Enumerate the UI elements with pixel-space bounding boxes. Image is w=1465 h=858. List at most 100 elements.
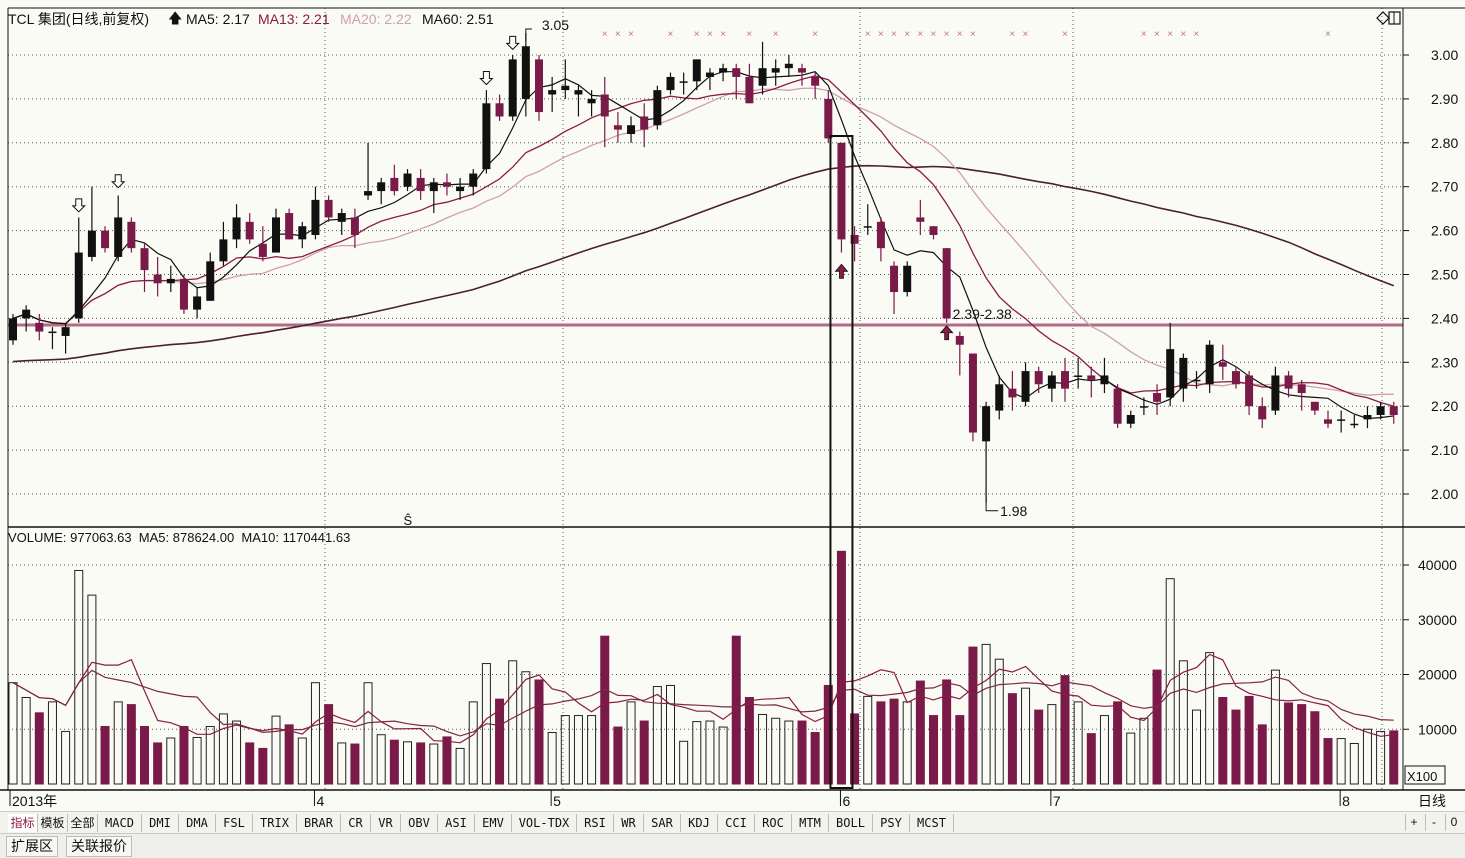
candle — [640, 103, 649, 148]
signal-mark: × — [1009, 29, 1015, 40]
candle — [850, 226, 859, 262]
volume-bar — [639, 720, 649, 785]
zoom-out-button[interactable]: - — [1425, 814, 1442, 831]
price-tick-label: 3.00 — [1431, 47, 1458, 63]
ma20-line — [12, 87, 1394, 396]
tab-related-quotes[interactable]: 关联报价 — [66, 836, 132, 857]
candle — [1100, 357, 1109, 394]
price-tick-label: 2.40 — [1431, 310, 1458, 326]
volume-bar — [140, 726, 149, 785]
candle — [982, 401, 991, 503]
tab-psy[interactable]: PSY — [873, 814, 910, 832]
volume-bar — [1362, 728, 1372, 785]
tab-sar[interactable]: SAR — [644, 814, 681, 832]
volume-bar — [1231, 709, 1241, 785]
date-axis-label: 4 — [316, 793, 324, 809]
tab-brar[interactable]: BRAR — [297, 814, 341, 832]
candle — [1166, 322, 1175, 407]
volume-bar — [205, 726, 215, 785]
volume-bar — [1047, 704, 1057, 785]
tab-dmi[interactable]: DMI — [142, 814, 179, 832]
volume-bar — [968, 646, 978, 785]
tab-fsl[interactable]: FSL — [216, 814, 253, 832]
volume-bar — [350, 743, 360, 785]
candle — [1218, 344, 1227, 380]
low-price-label: 1.98 — [1000, 503, 1027, 519]
volume-bar — [1257, 724, 1267, 785]
tab-kdj[interactable]: KDJ — [681, 814, 718, 832]
candle — [285, 208, 294, 240]
reset-button[interactable]: 0 — [1445, 814, 1462, 831]
tab-emv[interactable]: EMV — [475, 814, 512, 832]
tab-trix[interactable]: TRIX — [253, 814, 297, 832]
signal-mark: × — [773, 29, 779, 40]
candle — [627, 116, 636, 143]
candle — [1231, 366, 1240, 389]
zoom-in-button[interactable]: + — [1405, 814, 1422, 831]
down-arrow-icon — [71, 198, 86, 213]
ma60-legend: MA60: 2.51 — [422, 11, 494, 27]
tab-全部[interactable]: 全部 — [68, 814, 98, 832]
candle — [390, 164, 399, 196]
tab-指标[interactable]: 指标 — [8, 814, 38, 832]
tab-mcst[interactable]: MCST — [910, 814, 954, 832]
volume-bar — [679, 740, 689, 785]
window-toggle-icon[interactable] — [1388, 11, 1401, 25]
candle — [837, 142, 846, 253]
signal-mark: × — [957, 29, 963, 40]
candlestick-chart[interactable]: 3.05 1.98 2.39-2.38 Ŝ × × × × × × × × × × × × × × × × × × × × × ×… — [0, 0, 1465, 811]
volume-bar — [1099, 715, 1109, 785]
candle — [1205, 340, 1214, 394]
candle — [719, 63, 728, 82]
candle — [811, 72, 820, 99]
tab-模板[interactable]: 模板 — [38, 814, 68, 832]
volume-bar — [337, 742, 347, 785]
volume-bar — [61, 730, 71, 785]
candle — [1310, 401, 1319, 415]
candle — [1061, 357, 1069, 402]
volume-bar — [994, 658, 1004, 785]
volume-bar — [495, 698, 505, 785]
volume-bar — [126, 704, 136, 785]
candle — [613, 112, 622, 143]
volume-bar — [1297, 704, 1307, 785]
candle — [995, 375, 1004, 420]
candle — [1074, 357, 1083, 389]
tab-vol-tdx[interactable]: VOL-TDX — [512, 814, 577, 832]
price-tick-label: 2.80 — [1431, 135, 1458, 151]
tab-asi[interactable]: ASI — [438, 814, 475, 832]
candle — [9, 314, 17, 345]
candle — [258, 226, 267, 262]
tab-roc[interactable]: ROC — [755, 814, 792, 832]
volume-bar — [363, 682, 373, 785]
volume-bar — [179, 726, 189, 785]
ma20-legend: MA20: 2.22 — [340, 11, 412, 27]
candle — [1047, 371, 1056, 402]
volume-bar — [626, 701, 636, 785]
volume-bar — [1073, 701, 1083, 785]
tab-boll[interactable]: BOLL — [829, 814, 873, 832]
volume-bar — [744, 696, 754, 785]
tab-obv[interactable]: OBV — [401, 814, 438, 832]
volume-bar — [1376, 730, 1386, 785]
candle — [876, 217, 885, 262]
tab-macd[interactable]: MACD — [98, 814, 142, 832]
volume-bar — [797, 720, 807, 785]
candle — [745, 63, 754, 104]
tab-cr[interactable]: CR — [341, 814, 371, 832]
candle — [798, 63, 806, 86]
tab-rsi[interactable]: RSI — [577, 814, 614, 832]
volume-bar — [955, 715, 965, 785]
volume-bar — [1007, 693, 1017, 785]
tab-dma[interactable]: DMA — [179, 814, 216, 832]
volume-bar — [455, 747, 465, 785]
tab-extension-area[interactable]: 扩展区 — [6, 836, 58, 857]
candle — [1350, 414, 1359, 429]
tab-vr[interactable]: VR — [371, 814, 401, 832]
tab-cci[interactable]: CCI — [718, 814, 755, 832]
tab-mtm[interactable]: MTM — [792, 814, 829, 832]
candle — [114, 195, 123, 262]
volume-bar — [508, 660, 518, 785]
tab-wr[interactable]: WR — [614, 814, 644, 832]
volume-bar — [232, 720, 242, 785]
